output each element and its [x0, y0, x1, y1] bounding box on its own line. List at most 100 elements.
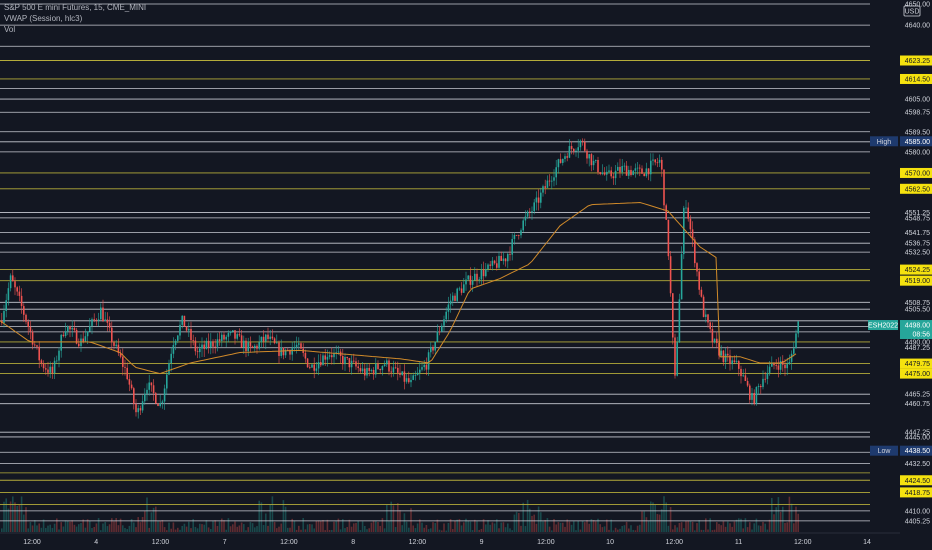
- candle-body: [612, 176, 615, 179]
- candle-body: [163, 388, 166, 402]
- candle-body: [419, 369, 421, 373]
- candle-body: [746, 381, 749, 386]
- candle-body: [236, 334, 238, 339]
- volume-bar: [542, 521, 544, 532]
- candle-body: [370, 370, 373, 371]
- candle-body: [733, 360, 736, 363]
- candle-body: [375, 363, 377, 375]
- level-badge-label: 4614.50: [905, 76, 930, 83]
- volume-bar: [601, 527, 604, 532]
- volume-indicator-label[interactable]: Vol: [4, 25, 16, 34]
- symbol-title[interactable]: S&P 500 E mini Futures, 15, CME_MINI: [4, 3, 147, 12]
- volume-bar: [117, 525, 120, 532]
- candle-body: [775, 365, 777, 367]
- time-tick-label: 12:00: [23, 539, 41, 546]
- candle-body: [606, 171, 608, 175]
- price-tick-label: 4598.75: [905, 110, 930, 117]
- candle-body: [388, 360, 390, 372]
- candle-body: [394, 367, 397, 369]
- candle-body: [546, 180, 549, 188]
- candle-body: [647, 168, 650, 175]
- candle-body: [337, 351, 340, 353]
- volume-bar: [262, 525, 265, 532]
- volume-bar: [100, 530, 102, 532]
- volume-bar: [454, 520, 456, 532]
- volume-bar: [148, 527, 150, 532]
- volume-bar: [359, 530, 362, 532]
- candle-body: [597, 159, 599, 173]
- volume-bar: [3, 501, 5, 532]
- volume-bar: [493, 523, 496, 532]
- volume-bar: [150, 512, 153, 532]
- volume-bar: [720, 525, 722, 532]
- volume-bar: [410, 508, 412, 532]
- volume-bar: [166, 530, 168, 532]
- price-tick-label: 4650.00: [905, 2, 930, 9]
- candle-body: [135, 403, 137, 413]
- candle-body: [168, 363, 170, 375]
- candle-body: [100, 307, 102, 320]
- currency-badge: [903, 5, 921, 17]
- level-badge-label: 4424.50: [905, 478, 930, 485]
- candle-body: [355, 361, 357, 367]
- volume-bar: [654, 504, 656, 532]
- level-badge: [900, 487, 932, 498]
- candle-body: [113, 342, 115, 346]
- candle-body: [735, 361, 738, 363]
- volume-bar: [689, 520, 692, 532]
- candle-body: [199, 348, 201, 353]
- candle-body: [148, 382, 150, 390]
- candle-body: [667, 219, 670, 257]
- candle-body: [111, 327, 113, 343]
- volume-bar: [58, 529, 60, 532]
- candle-body: [621, 166, 623, 173]
- volume-bar: [797, 513, 799, 532]
- candle-body: [496, 263, 498, 268]
- volume-bar: [634, 530, 637, 532]
- candle-body: [577, 147, 579, 151]
- volume-bar: [498, 528, 500, 532]
- volume-bar: [709, 518, 711, 532]
- candle-body: [141, 401, 144, 411]
- volume-bar: [469, 521, 472, 532]
- candle-body: [130, 384, 133, 389]
- candle-body: [58, 350, 60, 361]
- volume-bar: [212, 520, 214, 532]
- volume-bar: [322, 519, 324, 532]
- vwap-indicator-label[interactable]: VWAP (Session, hlc3): [4, 14, 83, 23]
- price-tick-label: 4445.00: [905, 434, 930, 441]
- volume-bar: [370, 522, 373, 532]
- candle-body: [423, 364, 425, 368]
- volume-bar: [606, 519, 608, 532]
- candle-body: [348, 358, 351, 368]
- candle-body: [20, 295, 23, 307]
- low-badge-label: 4438.50: [905, 448, 930, 455]
- volume-bar: [234, 521, 236, 532]
- volume-bar: [227, 518, 230, 532]
- candle-body: [570, 146, 573, 149]
- candle-body: [724, 353, 727, 363]
- candle-body: [729, 355, 731, 365]
- candle-body: [216, 339, 219, 347]
- time-tick-label: 11: [735, 539, 742, 546]
- candle-body: [166, 374, 168, 389]
- vwap-line: [0, 201, 797, 375]
- volume-bar: [456, 519, 458, 532]
- candle-body: [403, 371, 406, 382]
- volume-bar: [152, 507, 155, 532]
- volume-bar: [93, 526, 95, 532]
- volume-bar: [482, 519, 485, 532]
- candle-body: [126, 367, 128, 380]
- candle-body: [188, 329, 190, 331]
- candle-body: [579, 140, 582, 148]
- candle-body: [562, 158, 564, 163]
- volume-bar: [229, 526, 232, 532]
- volume-bar: [476, 521, 478, 532]
- candle-body: [540, 192, 542, 203]
- candle-body: [14, 281, 16, 288]
- candle-body: [258, 342, 260, 349]
- candle-body: [86, 331, 89, 337]
- volume-bar: [18, 504, 21, 532]
- volume-bar: [278, 526, 280, 532]
